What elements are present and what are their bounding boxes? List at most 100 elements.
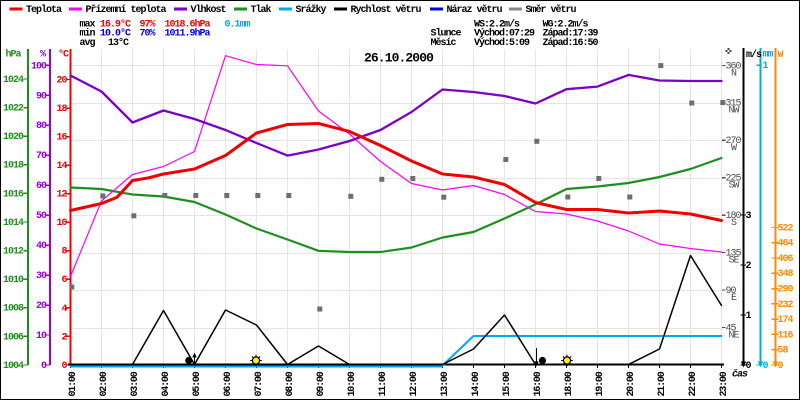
svg-text:Rychlost větru: Rychlost větru	[351, 4, 422, 16]
svg-text:15:00: 15:00	[502, 371, 513, 396]
svg-text:SE: SE	[728, 256, 739, 267]
svg-text:19:00: 19:00	[595, 371, 606, 396]
svg-text:07:00: 07:00	[254, 371, 265, 396]
svg-text:09:00: 09:00	[316, 371, 327, 396]
svg-text:mm: mm	[763, 50, 774, 61]
svg-text:0: 0	[41, 361, 47, 372]
svg-text:čas: čas	[732, 369, 748, 381]
svg-text:Slunce: Slunce	[431, 28, 462, 40]
svg-text:02:00: 02:00	[99, 371, 110, 396]
svg-text:Měsíc: Měsíc	[431, 37, 457, 49]
svg-text:20: 20	[56, 75, 67, 86]
svg-text:90: 90	[36, 91, 47, 102]
svg-text:Náraz větru: Náraz větru	[447, 4, 503, 16]
svg-text:Západ:17:39: Západ:17:39	[543, 28, 599, 40]
svg-text:45: 45	[726, 323, 737, 334]
svg-text:12: 12	[56, 190, 67, 201]
svg-text:406: 406	[778, 254, 794, 265]
svg-text:16:00: 16:00	[533, 371, 544, 396]
svg-text:70%: 70%	[140, 29, 156, 40]
svg-text:Směr větru: Směr větru	[526, 4, 577, 16]
svg-text:18: 18	[56, 104, 67, 115]
svg-text:0: 0	[778, 361, 784, 372]
svg-text:2: 2	[746, 261, 752, 272]
svg-text:3: 3	[746, 211, 752, 222]
svg-text:14: 14	[56, 161, 67, 172]
svg-text:12:00: 12:00	[409, 371, 420, 396]
svg-text:174: 174	[778, 315, 794, 326]
svg-text:21:00: 21:00	[657, 371, 668, 396]
svg-text:464: 464	[778, 239, 794, 250]
svg-text:01:00: 01:00	[68, 371, 79, 396]
svg-text:135: 135	[726, 249, 742, 260]
svg-text:min: min	[80, 28, 96, 40]
svg-text:18:00: 18:00	[564, 371, 575, 396]
svg-text:hPa: hPa	[6, 49, 22, 61]
svg-text:max: max	[80, 19, 96, 30]
svg-text:20:00: 20:00	[626, 371, 637, 396]
svg-text:116: 116	[778, 330, 794, 341]
svg-text:1: 1	[763, 61, 769, 72]
svg-text:08:00: 08:00	[285, 371, 296, 396]
svg-text:N: N	[731, 68, 737, 79]
svg-text:10: 10	[36, 331, 47, 342]
svg-text:1008: 1008	[3, 304, 24, 315]
svg-text:10.0°C: 10.0°C	[100, 28, 131, 40]
svg-text:avg: avg	[80, 38, 96, 49]
svg-text:90: 90	[726, 286, 737, 297]
svg-text:NW: NW	[728, 106, 739, 117]
svg-text:8: 8	[61, 247, 67, 258]
svg-text:100: 100	[31, 61, 47, 72]
svg-text:2: 2	[61, 332, 67, 343]
svg-text:60: 60	[36, 181, 47, 192]
svg-text:°C: °C	[58, 49, 69, 61]
svg-text:26.10.2000: 26.10.2000	[364, 51, 434, 66]
svg-text:1011.9hPa: 1011.9hPa	[165, 28, 211, 40]
svg-text:04:00: 04:00	[161, 371, 172, 396]
svg-text:270: 270	[726, 136, 742, 147]
svg-text:70: 70	[36, 151, 47, 162]
svg-text:6: 6	[61, 275, 67, 286]
svg-text:Tlak: Tlak	[251, 4, 272, 16]
svg-text:Srážky: Srážky	[296, 4, 327, 16]
svg-text:0.1mm: 0.1mm	[225, 19, 251, 30]
svg-text:80: 80	[36, 121, 47, 132]
svg-text:22:00: 22:00	[688, 371, 699, 396]
svg-text:E: E	[731, 293, 737, 304]
svg-text:Západ:16:50: Západ:16:50	[543, 37, 599, 49]
svg-text:1: 1	[746, 311, 752, 322]
svg-text:1012: 1012	[3, 247, 24, 258]
svg-text:Teplota: Teplota	[26, 4, 62, 16]
svg-text:13°C: 13°C	[108, 37, 129, 49]
svg-text:Východ:07:29: Východ:07:29	[474, 28, 535, 40]
svg-text:290: 290	[778, 285, 794, 296]
svg-text:16: 16	[56, 133, 67, 144]
svg-text:20: 20	[36, 301, 47, 312]
svg-text:1018.6hPa: 1018.6hPa	[165, 18, 211, 30]
svg-text:13:00: 13:00	[440, 371, 451, 396]
svg-text:232: 232	[778, 300, 794, 311]
svg-text:1018: 1018	[3, 161, 24, 172]
svg-text:05:00: 05:00	[192, 371, 203, 396]
svg-text:1020: 1020	[3, 132, 24, 143]
svg-text:11:00: 11:00	[378, 371, 389, 396]
svg-text:58: 58	[778, 346, 789, 357]
svg-text:Východ:5:09: Východ:5:09	[474, 37, 530, 49]
svg-text:1014: 1014	[3, 218, 24, 229]
svg-text:16.9°C: 16.9°C	[100, 18, 131, 30]
svg-text:m/s: m/s	[746, 49, 762, 61]
svg-text:1016: 1016	[3, 189, 24, 200]
svg-text:97%: 97%	[140, 19, 156, 30]
svg-text:SW: SW	[728, 181, 739, 192]
svg-text:0: 0	[61, 361, 67, 372]
svg-text:40: 40	[36, 241, 47, 252]
svg-text:%: %	[40, 50, 46, 61]
svg-text:WG:2.2m/s: WG:2.2m/s	[543, 18, 589, 30]
svg-text:14:00: 14:00	[471, 371, 482, 396]
svg-text:225: 225	[726, 174, 742, 185]
svg-text:0: 0	[746, 361, 752, 372]
svg-text:W: W	[778, 50, 784, 61]
svg-text:1024: 1024	[3, 75, 24, 86]
svg-text:S: S	[731, 218, 737, 229]
svg-text:WS:2.2m/s: WS:2.2m/s	[474, 18, 520, 30]
